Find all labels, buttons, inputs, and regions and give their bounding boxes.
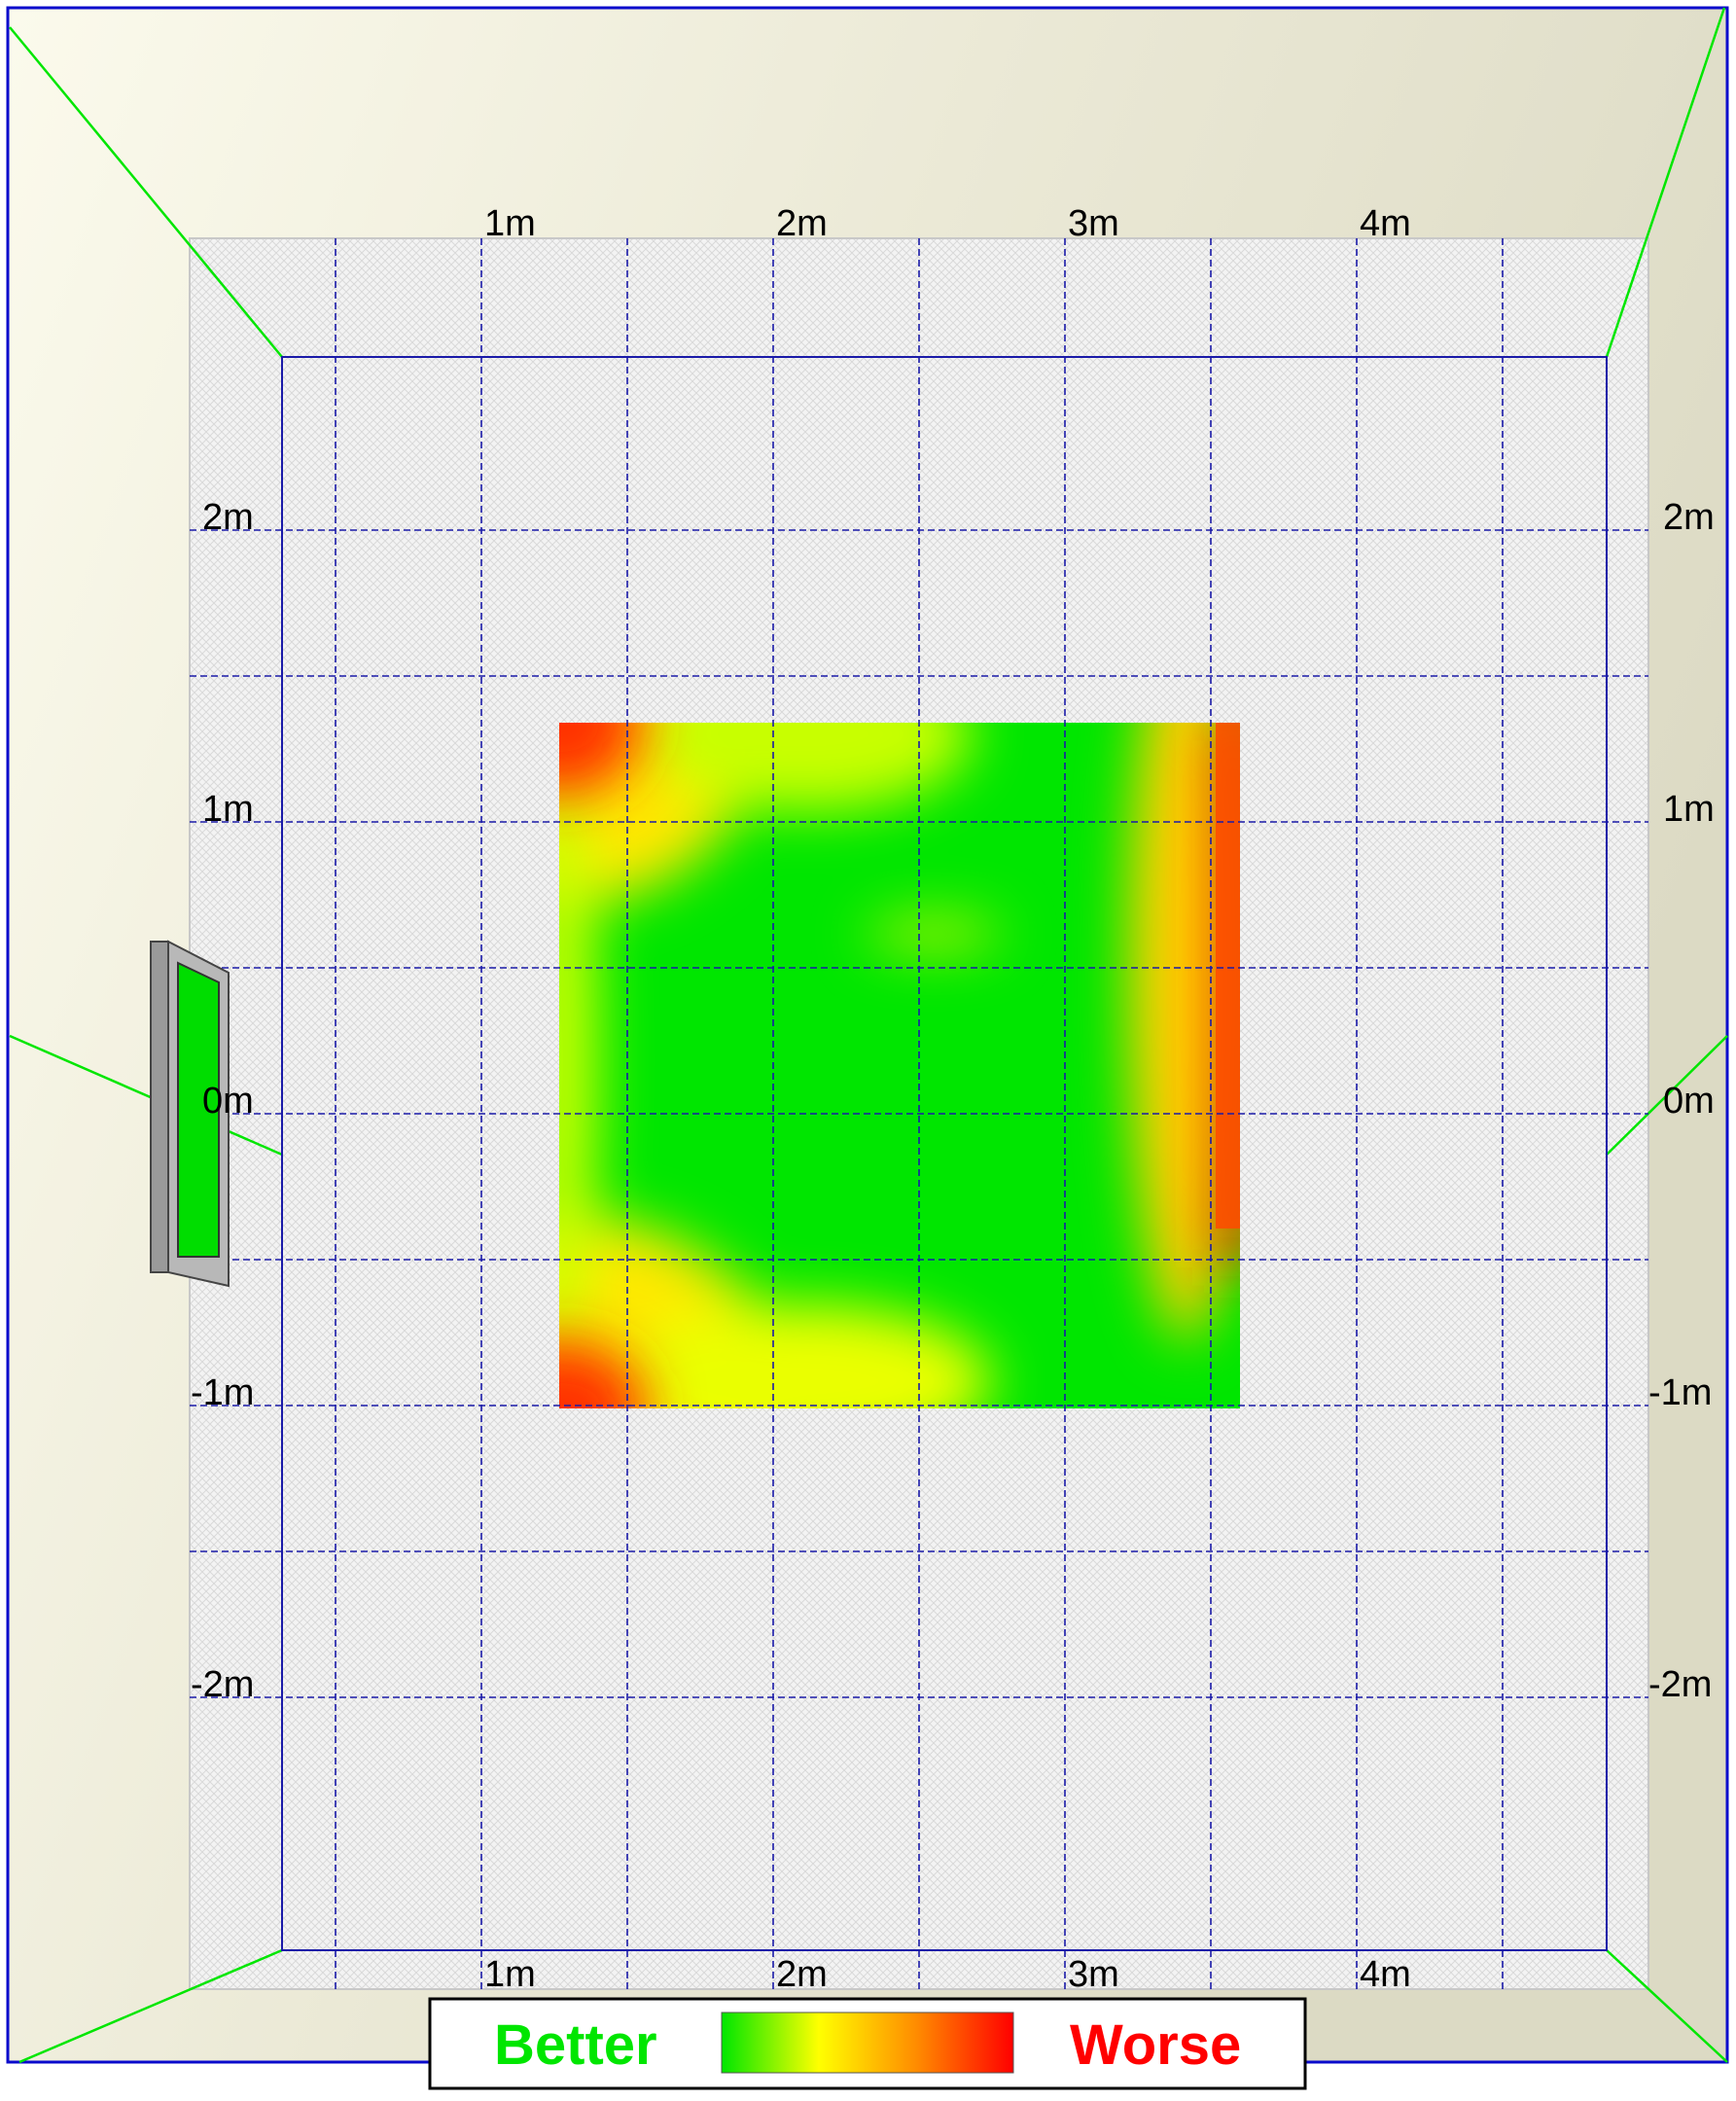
top-axis: 1m 2m 3m 4m bbox=[484, 203, 1411, 244]
top-axis-label: 3m bbox=[1068, 203, 1119, 244]
left-axis: 2m 1m 0m -1m -2m bbox=[191, 497, 254, 1705]
left-axis-label: 1m bbox=[202, 789, 254, 830]
left-axis-label: 0m bbox=[202, 1081, 254, 1122]
window-speaker-icon bbox=[150, 940, 230, 1288]
bottom-axis-label: 4m bbox=[1360, 1954, 1411, 1995]
top-axis-label: 4m bbox=[1360, 203, 1411, 244]
bottom-axis-label: 1m bbox=[484, 1954, 536, 1995]
legend-better-label: Better bbox=[494, 2013, 657, 2077]
right-axis-label: -1m bbox=[1648, 1372, 1712, 1413]
top-axis-label: 1m bbox=[484, 203, 536, 244]
right-axis-label: 2m bbox=[1663, 497, 1715, 538]
right-axis: 2m 1m 0m -1m -2m bbox=[1648, 497, 1715, 1705]
right-axis-label: 0m bbox=[1663, 1081, 1715, 1122]
legend-worse-label: Worse bbox=[1070, 2013, 1241, 2077]
left-axis-label: 2m bbox=[202, 497, 254, 538]
grid-lines bbox=[190, 238, 1648, 1989]
bottom-axis: 1m 2m 3m 4m bbox=[484, 1954, 1411, 1995]
right-axis-label: 1m bbox=[1663, 789, 1715, 830]
bottom-axis-label: 2m bbox=[776, 1954, 828, 1995]
heatmap bbox=[559, 723, 1240, 1408]
bottom-axis-label: 3m bbox=[1068, 1954, 1119, 1995]
listening-area-boundary bbox=[281, 356, 1608, 1951]
right-axis-label: -2m bbox=[1648, 1664, 1712, 1705]
left-axis-label: -1m bbox=[191, 1372, 254, 1413]
legend-color-bar bbox=[721, 2012, 1014, 2074]
wall-edges bbox=[9, 7, 1728, 2064]
top-axis-label: 2m bbox=[776, 203, 828, 244]
legend: Better Worse bbox=[428, 1997, 1307, 2090]
left-axis-label: -2m bbox=[191, 1664, 254, 1705]
